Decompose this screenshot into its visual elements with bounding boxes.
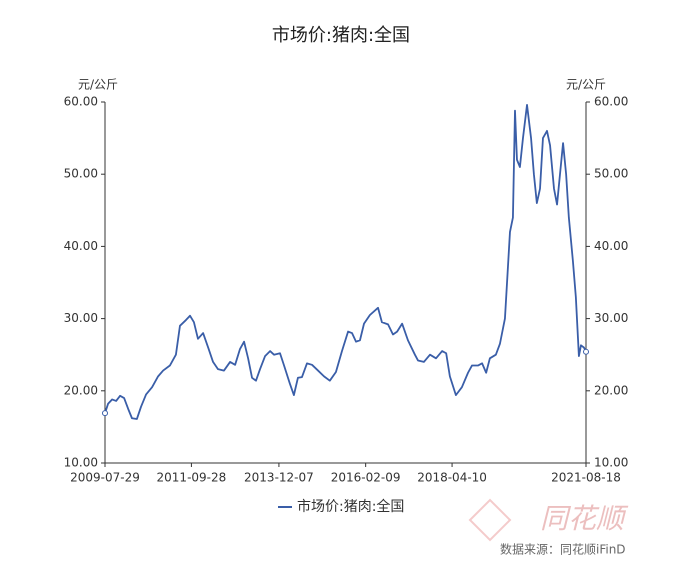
source-note: 数据来源：同花顺iFinD [500, 542, 626, 557]
x-tick-label: 2011-09-28 [157, 471, 227, 485]
y-tick-label: 30.00 [64, 311, 98, 325]
y2-tick-label: 60.00 [594, 95, 628, 109]
y-tick-label: 10.00 [64, 456, 98, 470]
y-tick-label: 50.00 [64, 167, 98, 181]
y2-tick-label: 30.00 [594, 311, 628, 325]
y2-tick-label: 50.00 [594, 167, 628, 181]
chart-title: 市场价:猪肉:全国 [272, 25, 410, 46]
x-tick-label: 2016-02-09 [331, 471, 401, 485]
x-tick-label: 2021-08-18 [551, 471, 621, 485]
y2-tick-label: 20.00 [594, 383, 628, 397]
data-line [104, 103, 587, 420]
logo: 同花顺 [468, 498, 629, 542]
y2-tick-label: 10.00 [594, 456, 628, 470]
end-marker [102, 410, 108, 417]
logo-text: 同花顺 [540, 502, 629, 535]
logo-icon [468, 498, 512, 542]
y-axis-unit: 元/公斤 [78, 78, 118, 92]
y2-tick-label: 40.00 [594, 239, 628, 253]
x-tick-label: 2018-04-10 [417, 471, 487, 485]
y-tick-label: 60.00 [64, 95, 98, 109]
x-tick-label: 2013-12-07 [244, 471, 314, 485]
x-tick-label: 2009-07-29 [70, 471, 140, 485]
y-tick-label: 20.00 [64, 383, 98, 397]
end-marker [583, 348, 589, 355]
y-tick-label: 40.00 [64, 239, 98, 253]
legend-label: 市场价:猪肉:全国 [297, 498, 404, 515]
y2-axis-unit: 元/公斤 [566, 78, 606, 92]
